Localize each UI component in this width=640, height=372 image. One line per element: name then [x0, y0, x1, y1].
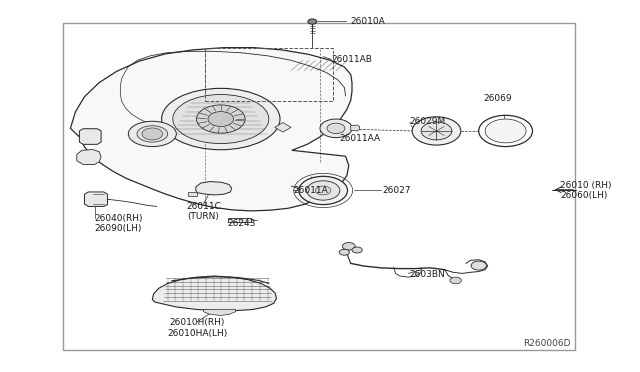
Circle shape [412, 117, 461, 145]
Circle shape [450, 277, 461, 284]
Bar [275, 123, 291, 132]
Polygon shape [79, 129, 101, 144]
Polygon shape [152, 276, 276, 311]
Circle shape [196, 105, 245, 133]
Circle shape [352, 247, 362, 253]
Polygon shape [196, 182, 232, 195]
Polygon shape [84, 192, 108, 206]
Circle shape [316, 186, 331, 195]
Circle shape [299, 176, 348, 205]
Circle shape [142, 128, 163, 140]
Ellipse shape [128, 121, 177, 147]
Text: 26011AB: 26011AB [332, 55, 372, 64]
Text: 26011AA: 26011AA [339, 134, 380, 143]
Circle shape [339, 249, 349, 255]
Text: 26243: 26243 [228, 219, 256, 228]
Polygon shape [188, 192, 197, 196]
Circle shape [320, 119, 352, 138]
Circle shape [485, 119, 526, 143]
Circle shape [308, 19, 317, 24]
Circle shape [208, 112, 234, 126]
Text: 26069: 26069 [483, 94, 512, 103]
Circle shape [421, 122, 452, 140]
Text: 26010A: 26010A [351, 17, 385, 26]
Text: 26040(RH)
26090(LH): 26040(RH) 26090(LH) [95, 214, 143, 233]
Polygon shape [70, 48, 352, 211]
Bar [205, 48, 333, 101]
Text: 26010H(RH)
26010HA(LH): 26010H(RH) 26010HA(LH) [167, 318, 227, 338]
Polygon shape [77, 150, 101, 164]
Circle shape [342, 243, 355, 250]
Ellipse shape [137, 126, 168, 142]
Text: 26011A: 26011A [293, 186, 328, 195]
Polygon shape [204, 310, 236, 315]
Circle shape [307, 181, 340, 200]
Text: 26027: 26027 [382, 186, 411, 195]
Text: 26029M: 26029M [410, 117, 446, 126]
Text: 2603BN: 2603BN [410, 270, 445, 279]
Bar [63, 23, 575, 350]
Ellipse shape [173, 94, 269, 144]
Text: 26010 (RH)
26060(LH): 26010 (RH) 26060(LH) [560, 181, 611, 200]
Text: R260006D: R260006D [524, 339, 571, 348]
Polygon shape [351, 125, 360, 131]
Ellipse shape [161, 89, 280, 150]
Circle shape [327, 123, 345, 134]
Circle shape [471, 261, 486, 270]
Polygon shape [228, 218, 251, 222]
Text: 26011C
(TURN): 26011C (TURN) [186, 202, 221, 221]
